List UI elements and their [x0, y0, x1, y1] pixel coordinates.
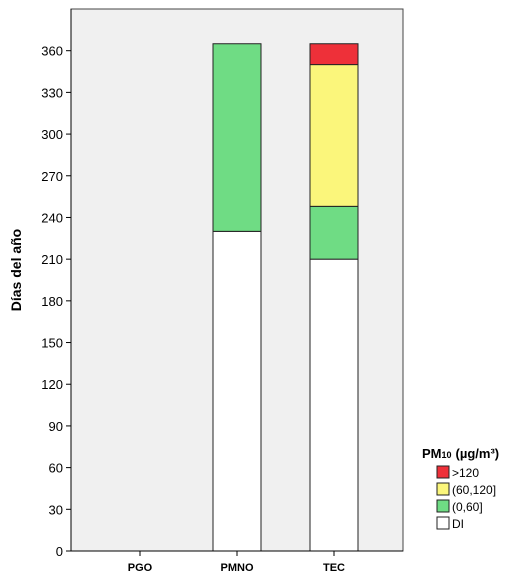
legend-title-unit: (µg/m³) — [456, 446, 500, 461]
y-tick-label: 150 — [41, 336, 63, 351]
bar-tec-di — [309, 258, 359, 552]
legend: PM10 (µg/m³) >120 (60,120] (0,60] DI — [422, 446, 499, 531]
bars — [212, 43, 359, 552]
legend-title: PM10 (µg/m³) — [422, 446, 499, 461]
legend-swatch — [436, 499, 450, 513]
y-axis-ticks: 0 30 60 90 120 150 180 210 240 270 300 330 360 — [41, 44, 71, 559]
y-tick-label: 360 — [41, 44, 63, 59]
y-tick-label: 300 — [41, 127, 63, 142]
y-tick-label: 90 — [49, 419, 63, 434]
legend-items: >120 (60,120] (0,60] DI — [436, 465, 496, 531]
x-tick-label: TEC — [323, 562, 345, 574]
legend-swatch — [436, 482, 450, 496]
bar-pmno-di — [212, 230, 262, 552]
x-tick-label: PGO — [128, 562, 153, 574]
y-tick-label: 270 — [41, 169, 63, 184]
x-tick-label: PMNO — [221, 562, 254, 574]
y-axis-title: Días del año — [8, 229, 24, 311]
legend-label: (60,120] — [452, 483, 496, 497]
y-tick-label: 180 — [41, 294, 63, 309]
bar-tec-60-120 — [309, 64, 359, 207]
bar-pmno-0-60 — [212, 43, 262, 232]
legend-label: DI — [452, 517, 464, 531]
y-tick-label: 210 — [41, 252, 63, 267]
legend-title-subscript: 10 — [442, 450, 452, 460]
legend-label: (0,60] — [452, 500, 483, 514]
y-tick-label: 30 — [49, 502, 63, 517]
legend-swatch — [436, 465, 450, 479]
y-tick-label: 330 — [41, 85, 63, 100]
y-tick-label: 120 — [41, 377, 63, 392]
x-axis-ticks: PGO PMNO TEC — [128, 551, 345, 574]
legend-title-main: PM — [422, 446, 442, 461]
y-tick-label: 240 — [41, 210, 63, 225]
y-tick-label: 60 — [49, 461, 63, 476]
legend-label: >120 — [452, 466, 479, 480]
y-tick-label: 0 — [56, 544, 63, 559]
legend-swatch — [436, 516, 450, 530]
bar-tec-120 — [309, 43, 359, 66]
bar-tec-0-60 — [309, 205, 359, 260]
